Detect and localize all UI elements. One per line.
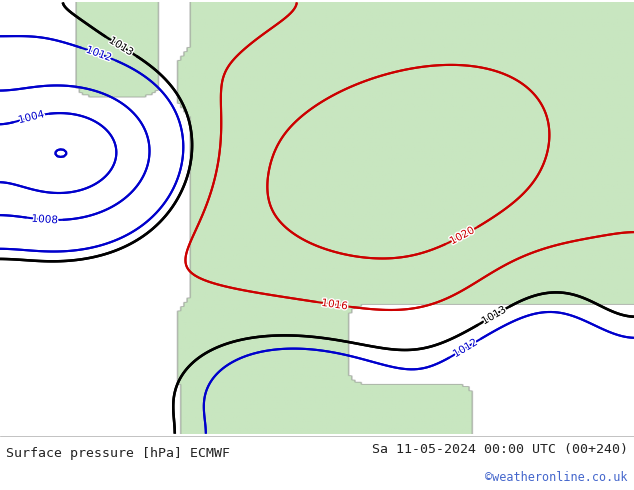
Text: 1012: 1012: [85, 45, 113, 63]
Text: 1012: 1012: [451, 337, 479, 359]
Text: 1008: 1008: [31, 214, 58, 225]
Text: 1013: 1013: [107, 35, 135, 57]
Text: Surface pressure [hPa] ECMWF: Surface pressure [hPa] ECMWF: [6, 447, 230, 460]
Text: ©weatheronline.co.uk: ©weatheronline.co.uk: [485, 471, 628, 484]
Text: 1020: 1020: [448, 225, 476, 246]
Text: 1013: 1013: [480, 305, 508, 326]
Text: 1016: 1016: [321, 298, 348, 312]
Text: Sa 11-05-2024 00:00 UTC (00+240): Sa 11-05-2024 00:00 UTC (00+240): [372, 443, 628, 456]
Text: 1004: 1004: [17, 109, 45, 125]
